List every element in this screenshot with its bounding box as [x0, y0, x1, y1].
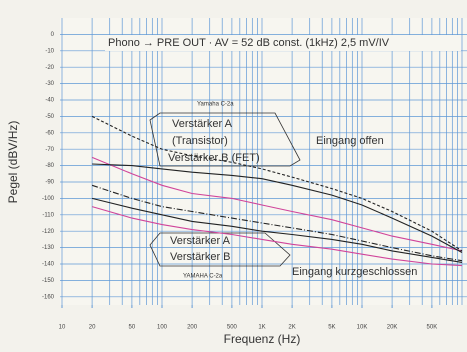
annotation: (Transistor) — [172, 135, 228, 147]
y-tick-label: -160 — [42, 294, 55, 300]
y-tick-label: -70 — [45, 147, 54, 153]
y-tick-label: -120 — [42, 229, 55, 235]
bracket — [149, 112, 301, 167]
y-tick-label: -50 — [45, 114, 54, 120]
x-tick-label: 10 — [59, 325, 66, 331]
y-tick-label: -20 — [45, 65, 54, 71]
y-tick-label: -10 — [45, 48, 54, 54]
x-tick-label: 10K — [357, 325, 368, 331]
x-tick-label: 500 — [227, 325, 238, 331]
plot-area — [60, 18, 467, 305]
series-line — [91, 197, 463, 263]
annotation: Eingang offen — [316, 135, 384, 147]
y-tick-label: -80 — [45, 163, 54, 169]
series-line — [91, 115, 463, 252]
x-tick-label: 50K — [427, 325, 438, 331]
y-tick-label: 0 — [51, 32, 55, 38]
series-line — [91, 206, 463, 267]
x-tick-label: 100 — [157, 325, 168, 331]
y-tick-label: -100 — [42, 196, 55, 202]
annotation: Verstärker A — [172, 118, 233, 130]
y-tick-label: -60 — [45, 130, 54, 136]
annotation: YAMAHA C-2a — [183, 274, 223, 280]
y-tick-label: -30 — [45, 81, 54, 87]
series-line — [91, 184, 463, 262]
annotation: Verstärker A — [170, 235, 231, 247]
x-tick-label: 20K — [387, 325, 398, 331]
y-tick-label: -140 — [42, 262, 55, 268]
series-line — [92, 163, 463, 253]
bracket — [149, 232, 291, 267]
annotation: Verstärker B — [170, 251, 231, 263]
x-tick-label: 200 — [187, 325, 198, 331]
annotation: Verstärker B (FET) — [168, 152, 260, 164]
x-tick-label: 5K — [328, 325, 335, 331]
y-tick-label: -130 — [42, 245, 55, 251]
x-tick-label: 50 — [129, 325, 136, 331]
y-tick-label: -150 — [42, 278, 55, 284]
x-tick-label: 1K — [258, 325, 265, 331]
y-tick-label: -40 — [45, 98, 54, 104]
annotation: Yamaha C-2a — [197, 102, 234, 108]
y-tick-label: -90 — [45, 180, 54, 186]
series-line — [91, 156, 463, 252]
x-tick-label: 2K — [288, 325, 295, 331]
y-axis-label: Pegel (dBV/Hz) — [6, 121, 20, 204]
x-tick-label: 20 — [89, 325, 96, 331]
title-annotation: Phono → PRE OUT · AV = 52 dB const. (1kH… — [108, 37, 390, 49]
x-axis-label: Frequenz (Hz) — [224, 332, 301, 346]
annotation: Eingang kurzgeschlossen — [292, 266, 417, 278]
y-tick-label: -110 — [42, 212, 54, 218]
title-box — [105, 35, 461, 51]
